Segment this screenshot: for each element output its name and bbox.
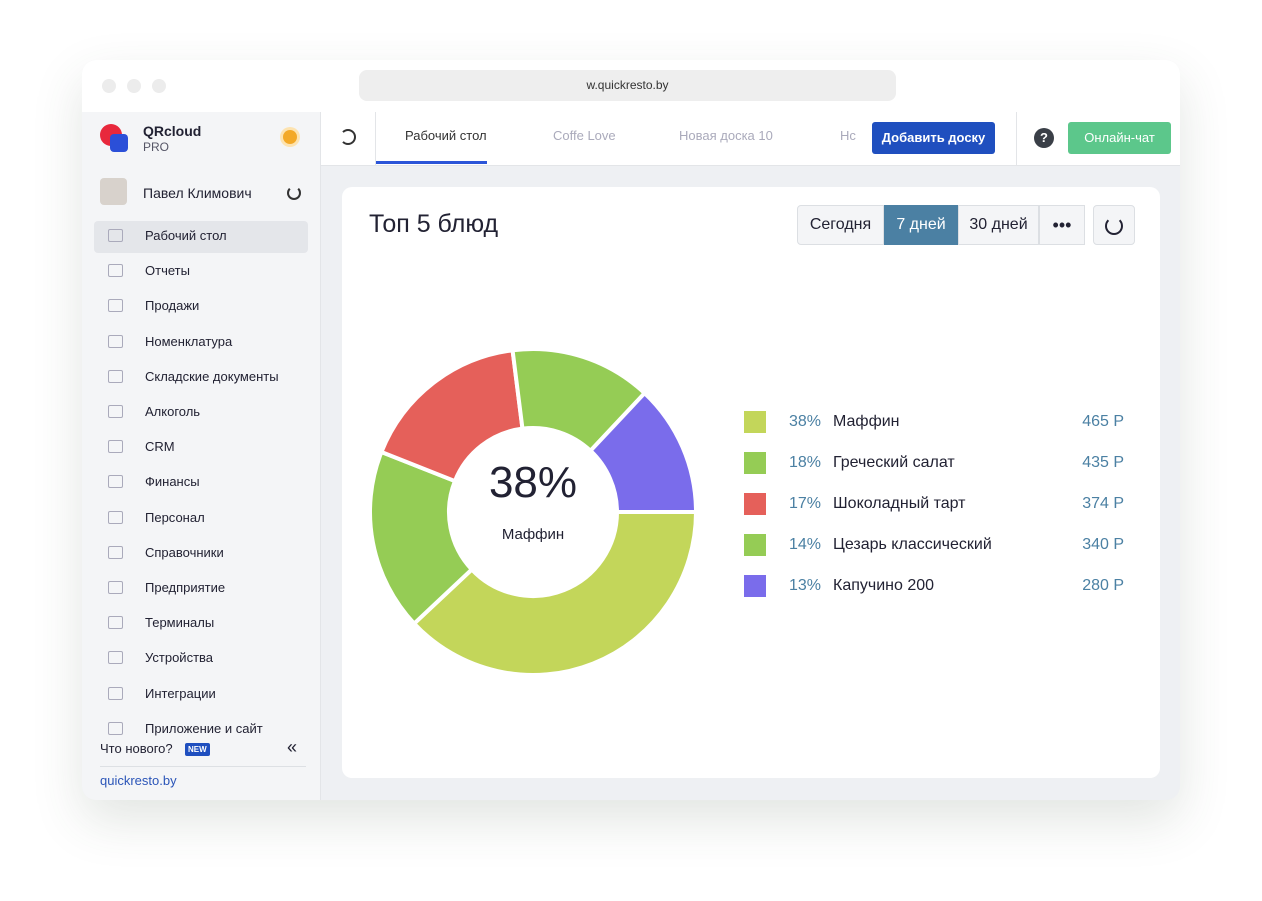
legend-percent: 17% bbox=[789, 495, 822, 512]
whats-new[interactable]: Что нового? bbox=[100, 741, 173, 756]
menu-icon bbox=[108, 686, 123, 700]
menu-icon bbox=[108, 405, 123, 418]
menu-icon bbox=[108, 475, 123, 489]
tab[interactable]: Нс bbox=[840, 128, 856, 143]
legend-amount: 340 Р bbox=[1082, 536, 1124, 553]
legend-percent: 14% bbox=[789, 536, 822, 553]
menu-item[interactable]: Финансы bbox=[145, 474, 200, 490]
legend-amount: 374 Р bbox=[1082, 495, 1124, 512]
donut-segment bbox=[378, 348, 525, 484]
help-icon[interactable]: ? bbox=[1034, 128, 1054, 148]
menu-item[interactable]: Алкоголь bbox=[145, 404, 201, 419]
legend-amount: 465 Р bbox=[1082, 413, 1124, 430]
tab[interactable]: Coffe Love bbox=[553, 128, 616, 143]
period-button[interactable]: 30 дней bbox=[958, 205, 1039, 245]
tab-divider bbox=[375, 112, 376, 165]
menu-item[interactable]: Номенклатура bbox=[145, 333, 233, 349]
menu-icon bbox=[108, 721, 123, 735]
tab-underline bbox=[376, 161, 487, 164]
menu-icon bbox=[108, 510, 123, 524]
period-button[interactable]: 7 дней bbox=[884, 205, 958, 245]
avatar bbox=[100, 178, 127, 205]
legend-name: Цезарь классический bbox=[833, 536, 992, 553]
browser-window: w.quickresto.by QRcloud PRO Павел Климов… bbox=[82, 60, 1180, 800]
tab[interactable]: Рабочий стол bbox=[405, 128, 487, 143]
menu-icon bbox=[108, 334, 123, 348]
legend-percent: 38% bbox=[789, 413, 822, 430]
tab-divider bbox=[1016, 112, 1017, 165]
logo-blue bbox=[110, 134, 128, 152]
refresh-tabs[interactable] bbox=[340, 129, 356, 145]
footer-link[interactable]: quickresto.by bbox=[100, 773, 177, 788]
widget-card bbox=[342, 187, 1160, 778]
menu-item[interactable]: Продажи bbox=[145, 298, 200, 314]
menu-highlight bbox=[94, 221, 308, 253]
menu-icon bbox=[108, 264, 123, 278]
menu-item[interactable]: Справочники bbox=[145, 544, 224, 560]
legend-percent: 18% bbox=[789, 454, 822, 471]
menu-item[interactable]: Отчеты bbox=[145, 263, 190, 279]
legend-amount: 435 Р bbox=[1082, 454, 1124, 471]
widget-title: Топ 5 блюд bbox=[369, 210, 499, 238]
menu-icon bbox=[108, 440, 123, 454]
legend-swatch bbox=[744, 575, 766, 597]
window-dot bbox=[127, 79, 141, 93]
plan: PRO bbox=[143, 140, 170, 154]
legend-name: Греческий салат bbox=[833, 454, 955, 471]
menu-item[interactable]: Рабочий стол bbox=[145, 228, 227, 243]
tab[interactable]: Новая доска 10 bbox=[679, 128, 773, 143]
legend-name: Маффин bbox=[833, 413, 900, 430]
user-name: Павел Климович bbox=[143, 185, 252, 201]
center-value: 38% bbox=[489, 458, 577, 507]
brand: QRcloud bbox=[143, 123, 202, 139]
donut-segment bbox=[411, 510, 699, 677]
window-dot bbox=[102, 79, 116, 93]
period-button[interactable]: Сегодня bbox=[797, 205, 884, 245]
collapse-icon[interactable]: « bbox=[287, 737, 298, 757]
menu-icon bbox=[108, 299, 123, 313]
menu-item[interactable]: Складские документы bbox=[145, 368, 279, 384]
donut-segment bbox=[587, 390, 699, 514]
window-dot bbox=[152, 79, 166, 93]
reload-button[interactable] bbox=[1093, 205, 1135, 245]
donut-segment bbox=[368, 449, 475, 627]
chat-button[interactable]: Онлайн-чат bbox=[1068, 122, 1171, 154]
center-label: Маффин bbox=[502, 526, 564, 543]
more-button[interactable]: ••• bbox=[1039, 205, 1085, 245]
new-badge: NEW bbox=[185, 743, 210, 756]
menu-icon bbox=[108, 651, 123, 665]
menu-item[interactable]: CRM bbox=[145, 439, 175, 455]
menu-item[interactable]: Приложение и сайт bbox=[145, 720, 263, 736]
divider bbox=[100, 766, 306, 767]
legend-name: Капучино 200 bbox=[833, 577, 935, 594]
menu-icon bbox=[108, 229, 123, 242]
legend-name: Шоколадный тарт bbox=[833, 495, 966, 512]
reload-icon bbox=[1105, 217, 1123, 235]
legend-swatch bbox=[744, 411, 766, 433]
theme-icon[interactable] bbox=[283, 130, 297, 144]
donut-chart: 38% Маффин bbox=[368, 347, 699, 677]
legend-percent: 13% bbox=[789, 577, 822, 594]
power-icon[interactable] bbox=[287, 186, 301, 200]
legend-swatch bbox=[744, 493, 766, 515]
legend-swatch bbox=[744, 452, 766, 474]
url-bar[interactable]: w.quickresto.by bbox=[359, 70, 896, 101]
menu-icon bbox=[108, 369, 123, 383]
legend-amount: 280 Р bbox=[1082, 577, 1124, 594]
menu-item[interactable]: Терминалы bbox=[145, 615, 215, 631]
legend-swatch bbox=[744, 534, 766, 556]
add-board-button[interactable]: Добавить доску bbox=[872, 122, 995, 154]
menu-item[interactable]: Устройства bbox=[145, 650, 214, 666]
menu-item[interactable]: Предприятие bbox=[145, 580, 226, 595]
menu-item[interactable]: Интеграции bbox=[145, 685, 216, 701]
menu-icon bbox=[108, 545, 123, 559]
menu-icon bbox=[108, 581, 123, 594]
menu-item[interactable]: Персонал bbox=[145, 509, 205, 525]
menu-icon bbox=[108, 616, 123, 630]
